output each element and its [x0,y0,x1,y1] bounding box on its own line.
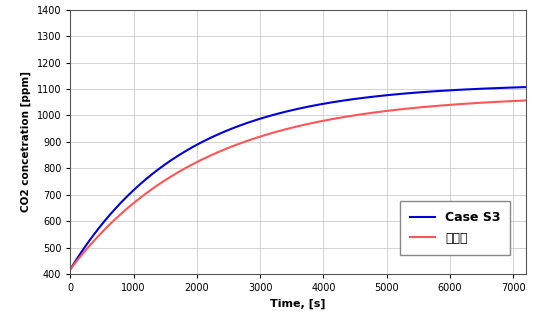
Case S3 [288,108,295,112]
Case S3 [91,233,97,237]
칸막이 [509,99,516,103]
칸막이 [67,267,74,271]
Line: 칸막이: 칸막이 [70,100,526,269]
Case S3 [509,85,515,89]
칸막이 [276,129,283,133]
Case S3 [509,85,516,89]
Line: Case S3: Case S3 [70,87,526,269]
칸막이 [288,126,295,130]
칸막이 [91,239,97,243]
Y-axis label: CO2 concetration [ppm]: CO2 concetration [ppm] [21,71,31,212]
칸막이 [425,105,432,108]
Case S3 [276,111,283,115]
칸막이 [509,99,515,103]
Case S3 [67,267,74,271]
Case S3 [425,90,432,93]
칸막이 [522,99,529,102]
Case S3 [522,85,529,89]
X-axis label: Time, [s]: Time, [s] [270,299,326,309]
Legend: Case S3, 칸막이: Case S3, 칸막이 [400,201,511,255]
